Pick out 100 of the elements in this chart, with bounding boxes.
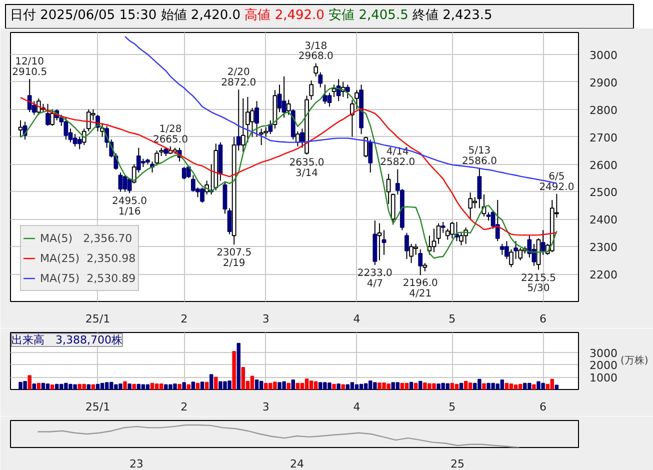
bar [182, 382, 186, 390]
x-tick-label: 6 [540, 400, 547, 414]
bar [128, 384, 132, 390]
bar [450, 382, 454, 390]
bar [518, 384, 522, 390]
candlestick [477, 168, 482, 209]
bar [178, 384, 182, 390]
x-tick-label: 2 [180, 312, 188, 326]
bar [336, 384, 340, 390]
bar [509, 384, 514, 390]
x-tick-label: 25/1 [85, 312, 110, 326]
x-tick-label: 23 [129, 458, 144, 470]
bar [341, 384, 345, 390]
x-tick-label: 6 [540, 312, 547, 326]
bar [232, 350, 236, 390]
candlestick [382, 230, 386, 256]
legend-label: MA(5) 2,356.70 [40, 232, 132, 244]
bar [459, 382, 464, 390]
bar [250, 376, 254, 390]
bar [196, 382, 200, 390]
x-tick-label: 3 [262, 400, 270, 414]
bar [500, 379, 504, 390]
bar [482, 383, 486, 390]
legend-label: MA(75) 2,530.89 [40, 272, 136, 284]
bar [354, 384, 359, 390]
bar [96, 384, 100, 390]
annotation: 3/18 2968.0 [298, 40, 334, 62]
bar [141, 384, 146, 390]
bar [332, 384, 336, 390]
chart-title: 出来高 3,388,700株 [12, 334, 122, 346]
bar [314, 381, 318, 390]
bar [504, 382, 509, 390]
bar [204, 382, 209, 390]
candlestick [354, 90, 359, 110]
y-tick-label: 2400 [590, 214, 618, 227]
text: 安値 2,405.5 [328, 8, 408, 23]
x-tick-label: 24 [290, 458, 304, 470]
annotation: 2196.0 4/21 [402, 278, 438, 300]
annotation: 2/20 2872.0 [221, 67, 256, 89]
chart-title: 日付 2025/06/05 15:30 [10, 8, 157, 23]
bar [296, 382, 300, 390]
bar [291, 379, 295, 390]
candlestick [436, 222, 441, 244]
x-tick-label: 2 [180, 400, 188, 414]
x-tick-label: 25 [450, 458, 464, 470]
annotation: 2495.0 1/16 [112, 196, 148, 218]
annotation: 6/5 2492.0 [539, 171, 574, 193]
bar [150, 382, 154, 390]
candlestick [432, 228, 436, 253]
candlestick [314, 62, 318, 77]
candlestick [377, 222, 382, 261]
bar [309, 380, 314, 390]
bar [104, 382, 109, 390]
bar [146, 384, 150, 390]
x-tick-label: 5 [448, 400, 456, 414]
x-tick-label: 4 [353, 400, 360, 414]
bar [36, 382, 41, 390]
annotation: 2307.5 2/19 [216, 248, 252, 269]
annotation: 2635.0 3/14 [289, 158, 324, 180]
bar [236, 342, 240, 390]
candlestick [332, 84, 336, 98]
bar [46, 384, 50, 390]
y-tick-label: 2800 [590, 104, 618, 117]
bar [364, 383, 368, 390]
bar [404, 382, 409, 390]
bar [132, 384, 136, 390]
bar [532, 384, 536, 390]
candlestick [364, 136, 368, 158]
bar [214, 376, 218, 390]
legend-label: MA(25) 2,350.98 [40, 252, 136, 264]
annotation: 12/10 2910.5 [12, 56, 48, 78]
y-axis-title: (万株) [620, 354, 648, 366]
y-tick-label: 2600 [590, 158, 618, 172]
candlestick [118, 172, 123, 192]
bar [28, 375, 32, 390]
y-tick-label: 2500 [590, 186, 618, 200]
bar [300, 382, 304, 390]
y-tick-label: 1000 [590, 372, 618, 385]
candlestick [509, 248, 514, 268]
candlestick [386, 173, 391, 205]
bar [350, 382, 354, 390]
candlestick [18, 120, 23, 138]
bar [286, 382, 290, 390]
bar [414, 382, 418, 390]
bar [359, 384, 364, 390]
bar [191, 382, 196, 390]
bar [154, 384, 159, 390]
y-tick-label: 2200 [590, 268, 618, 282]
bar [136, 384, 141, 390]
y-tick-label: 2700 [590, 131, 618, 144]
candlestick [345, 84, 350, 99]
candlestick [50, 108, 55, 126]
bar [554, 384, 559, 390]
candlestick [450, 221, 454, 239]
bar [41, 382, 46, 390]
y-tick-label: 3000 [590, 48, 618, 62]
candlestick [240, 98, 246, 152]
bar [259, 380, 264, 390]
bar [100, 382, 104, 390]
bar [400, 382, 404, 390]
